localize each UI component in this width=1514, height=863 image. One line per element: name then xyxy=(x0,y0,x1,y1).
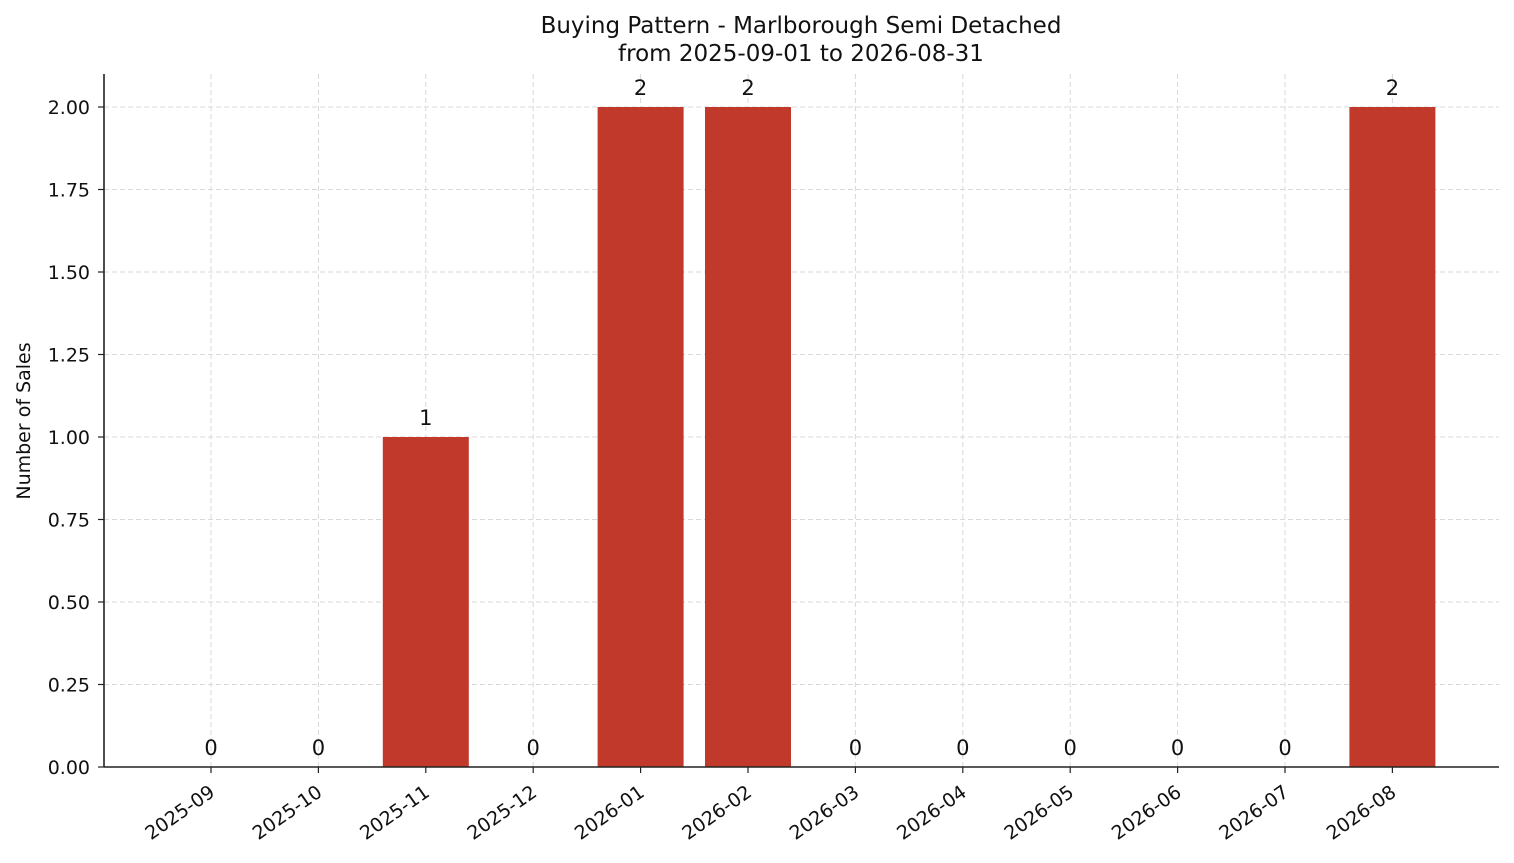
bar-2026-08 xyxy=(1349,107,1436,767)
bar-value-label: 1 xyxy=(419,406,432,430)
x-tick-label: 2026-05 xyxy=(1000,781,1078,845)
y-tick-label: 0.50 xyxy=(48,592,90,614)
y-tick-label: 2.00 xyxy=(48,97,90,119)
y-tick-label: 1.75 xyxy=(48,180,90,202)
bar-value-label: 0 xyxy=(204,736,217,760)
y-tick-label: 0.25 xyxy=(48,675,90,697)
bar-value-label: 2 xyxy=(634,76,647,100)
bar-value-label: 2 xyxy=(741,76,754,100)
x-tick-label: 2025-11 xyxy=(356,781,434,845)
x-tick-label: 2026-06 xyxy=(1108,781,1186,845)
bar-2026-01 xyxy=(597,107,684,767)
x-tick-label: 2026-04 xyxy=(893,781,971,845)
chart-subtitle: from 2025-09-01 to 2026-08-31 xyxy=(618,41,984,67)
y-tick-label: 0.75 xyxy=(48,510,90,532)
bar-2025-11 xyxy=(382,437,469,767)
bar-value-label: 2 xyxy=(1386,76,1399,100)
x-tick-label: 2025-09 xyxy=(141,781,219,845)
bar-value-label: 0 xyxy=(1171,736,1184,760)
x-tick-label: 2026-07 xyxy=(1215,781,1293,845)
x-tick-label: 2026-03 xyxy=(786,781,864,845)
bar-value-label: 0 xyxy=(1278,736,1291,760)
data-labels: 0 0 1 0 2 2 0 0 0 0 0 2 xyxy=(204,76,1399,760)
y-tick-label: 0.00 xyxy=(48,757,90,779)
x-tick-label: 2025-12 xyxy=(463,781,541,845)
x-tick-label: 2026-08 xyxy=(1323,781,1401,845)
x-tick-label: 2025-10 xyxy=(249,781,327,845)
bar-value-label: 0 xyxy=(527,736,540,760)
gridlines xyxy=(104,74,1499,767)
y-tick-label: 1.00 xyxy=(48,427,90,449)
bar-value-label: 0 xyxy=(849,736,862,760)
axes xyxy=(103,74,1499,768)
bar-value-label: 0 xyxy=(312,736,325,760)
y-tick-label: 1.50 xyxy=(48,262,90,284)
x-axis-ticks: 2025-09 2025-10 2025-11 2025-12 2026-01 2026-… xyxy=(141,767,1400,845)
x-tick-label: 2026-02 xyxy=(678,781,756,845)
y-tick-label: 1.25 xyxy=(48,345,90,367)
y-axis-ticks: 0.00 0.25 0.50 0.75 1.00 1.25 1.50 1.75 2.00 xyxy=(48,97,104,779)
bar-value-label: 0 xyxy=(1064,736,1077,760)
bars xyxy=(382,107,1436,767)
bar-2026-02 xyxy=(705,107,791,767)
chart-title: Buying Pattern - Marlborough Semi Detach… xyxy=(541,13,1062,39)
x-tick-label: 2026-01 xyxy=(571,781,649,845)
y-axis-label: Number of Sales xyxy=(13,342,35,499)
bar-value-label: 0 xyxy=(956,736,969,760)
